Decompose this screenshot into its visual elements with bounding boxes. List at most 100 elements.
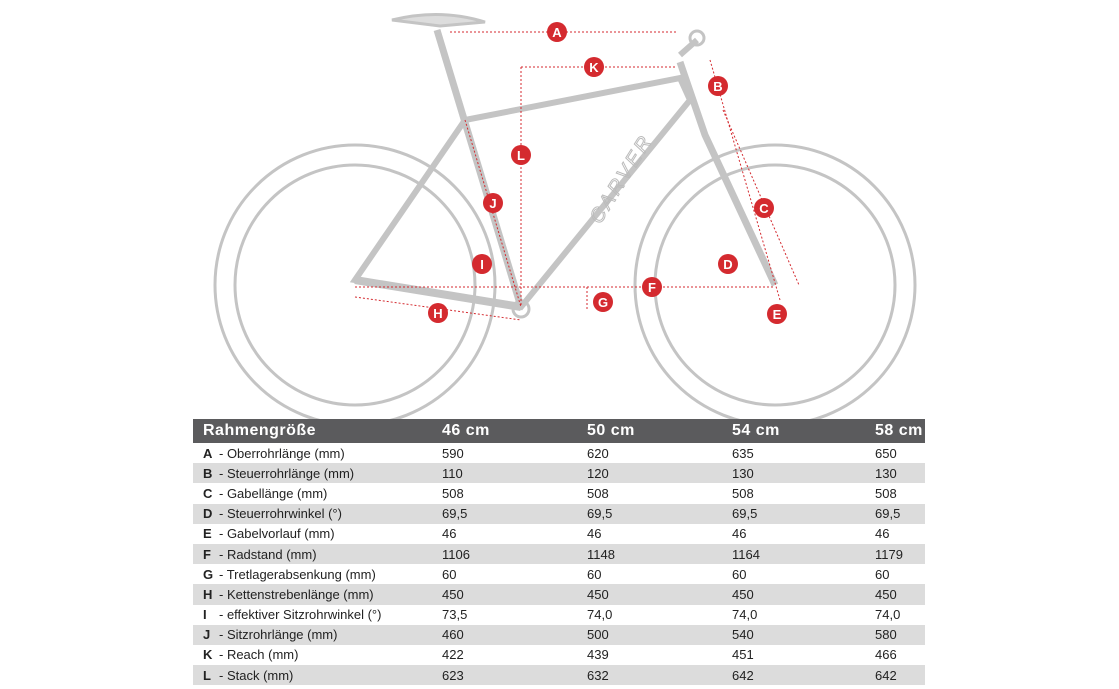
marker-h: H [428,303,448,323]
table-header-row: Rahmengröße 46 cm 50 cm 54 cm 58 cm [193,419,925,443]
row-letter: C [203,485,213,501]
row-label: K - Reach (mm) [193,645,432,665]
row-label: A - Oberrohrlänge (mm) [193,443,432,463]
row-value: 130 [722,463,865,484]
table-row: I - effektiver Sitzrohrwinkel (°) 73,5 74,0… [193,605,925,625]
marker-a: A [547,22,567,42]
table-row: B- Steuerrohrlänge (mm) 110 120 130 130 [193,463,925,484]
header-size-58: 58 cm [865,419,925,443]
row-letter: B [203,465,213,481]
table-row: A - Oberrohrlänge (mm) 590 620 635 650 [193,443,925,463]
row-value: 590 [442,445,464,461]
row-value: 60 [875,566,890,582]
svg-text:J: J [489,196,496,211]
row-label-text: - Oberrohrlänge (mm) [219,445,345,461]
row-letter: F [203,546,211,562]
row-letter: H [203,586,213,602]
head-tube-fork [676,60,779,287]
main-frame [349,74,694,311]
row-label: G - Tretlagerabsenkung (mm) [193,564,432,584]
row-value: 1164 [722,543,865,565]
row-label-text: - Steuerrohrlänge (mm) [219,465,355,481]
row-value: 69,5 [577,503,722,524]
row-label: J - Sitzrohrlänge (mm) [193,624,432,645]
handlebar [688,29,706,47]
row-value: 46 [442,526,457,542]
row-value: 466 [875,647,897,663]
row-value: 580 [865,624,925,645]
row-value: 508 [875,485,897,501]
svg-text:K: K [589,60,599,75]
svg-text:G: G [598,295,608,310]
svg-text:C: C [759,201,769,216]
marker-b: B [708,76,728,96]
row-value: 74,0 [875,607,901,623]
row-value: 422 [442,647,464,663]
marker-i: I [472,254,492,274]
row-value: 60 [732,566,747,582]
row-value: 60 [442,566,457,582]
row-value: 508 [442,485,464,501]
stem [678,37,699,58]
row-label-text: - Stack (mm) [219,667,294,683]
front-wheel-outer [633,143,917,420]
row-value: 74,0 [587,607,613,623]
row-value: 74,0 [732,607,758,623]
row-letter: I [203,607,207,623]
row-value: 1179 [865,543,925,565]
row-label-text: - Radstand (mm) [219,546,317,562]
rear-wheel-outer [213,143,497,420]
row-label-text: - Reach (mm) [219,647,299,663]
row-value: 642 [722,665,865,686]
header-frame-size: Rahmengröße [193,419,432,443]
row-label-text: - Steuerrohrwinkel (°) [219,506,342,522]
seat-tube [433,28,525,309]
row-value: 540 [722,624,865,645]
row-value: 620 [587,445,609,461]
row-label-text: - Gabellänge (mm) [219,485,328,501]
row-label: H - Kettenstrebenlänge (mm) [193,584,432,605]
svg-text:L: L [517,148,525,163]
row-value: 130 [865,463,925,484]
row-value: 73,5 [442,607,468,623]
row-value: 46 [587,526,602,542]
row-letter: G [203,566,214,582]
table-row: K - Reach (mm) 422 439 451 466 [193,645,925,665]
row-label-text: - Kettenstrebenlänge (mm) [219,586,374,602]
marker-f: F [642,277,662,297]
row-value: 460 [432,624,577,645]
row-value: 450 [722,584,865,605]
row-label-text: - Gabelvorlauf (mm) [219,526,335,542]
row-value: 1148 [577,543,722,565]
row-value: 635 [732,445,754,461]
table-row: F - Radstand (mm) 1106 1148 1164 1179 [193,543,925,565]
row-label: F - Radstand (mm) [193,543,432,565]
table-row: D- Steuerrohrwinkel (°) 69,5 69,5 69,5 69,5 [193,503,925,524]
row-value: 508 [732,485,754,501]
svg-text:E: E [773,307,782,322]
marker-j: J [483,193,503,213]
row-value: 69,5 [722,503,865,524]
measurement-lines [354,31,800,321]
bike-frame [213,13,917,420]
row-value: 46 [875,526,890,542]
table-row: C - Gabellänge (mm) 508 508 508 508 [193,483,925,503]
table-row: G - Tretlagerabsenkung (mm) 60 60 60 60 [193,564,925,584]
table-row: L- Stack (mm) 623 632 642 642 [193,665,925,686]
row-letter: E [203,526,212,542]
row-label: E - Gabelvorlauf (mm) [193,524,432,544]
row-value: 60 [587,566,602,582]
row-label: I - effektiver Sitzrohrwinkel (°) [193,605,432,625]
row-label: L - Stack (mm) [193,665,432,686]
row-value: 439 [587,647,609,663]
row-label-text: - effektiver Sitzrohrwinkel (°) [219,607,382,623]
row-letter: D [203,506,213,522]
row-value: 623 [432,665,577,686]
svg-text:H: H [433,306,442,321]
table-row: H- Kettenstrebenlänge (mm) 450 450 450 450 [193,584,925,605]
row-letter: A [203,445,213,461]
row-value: 450 [865,584,925,605]
table-row: E - Gabelvorlauf (mm) 46 46 46 46 [193,524,925,544]
rear-wheel-inner [233,163,477,407]
row-value: 451 [732,647,754,663]
